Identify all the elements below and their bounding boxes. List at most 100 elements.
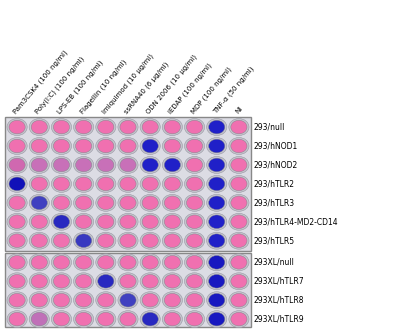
- Text: iEDAP (100 ng/ml): iEDAP (100 ng/ml): [167, 62, 214, 115]
- Circle shape: [74, 254, 94, 271]
- Circle shape: [29, 254, 49, 271]
- Text: Imiquimod (10 μg/ml): Imiquimod (10 μg/ml): [101, 52, 155, 115]
- Circle shape: [74, 157, 94, 173]
- Circle shape: [162, 157, 182, 173]
- Circle shape: [9, 256, 25, 269]
- Circle shape: [9, 215, 25, 228]
- Circle shape: [184, 119, 205, 135]
- Circle shape: [162, 119, 182, 135]
- Circle shape: [229, 254, 249, 271]
- Circle shape: [162, 311, 182, 328]
- Circle shape: [186, 234, 203, 248]
- Circle shape: [7, 119, 27, 135]
- Circle shape: [162, 273, 182, 290]
- Circle shape: [207, 157, 227, 173]
- Text: TNF-α (50 ng/ml): TNF-α (50 ng/ml): [212, 65, 255, 115]
- Text: MDP (100 ng/ml): MDP (100 ng/ml): [190, 66, 232, 115]
- Circle shape: [29, 232, 49, 249]
- Circle shape: [31, 256, 47, 269]
- Circle shape: [164, 293, 180, 307]
- Circle shape: [31, 275, 47, 288]
- Circle shape: [184, 175, 205, 193]
- Circle shape: [229, 175, 249, 193]
- Circle shape: [120, 275, 136, 288]
- Circle shape: [98, 120, 114, 134]
- Circle shape: [51, 137, 72, 155]
- Text: LPS-EB (100 ng/ml): LPS-EB (100 ng/ml): [56, 59, 105, 115]
- Circle shape: [118, 292, 138, 309]
- Circle shape: [231, 256, 247, 269]
- Circle shape: [29, 175, 49, 193]
- Circle shape: [74, 194, 94, 211]
- Circle shape: [118, 213, 138, 230]
- Text: 293/hTLR5: 293/hTLR5: [254, 236, 295, 245]
- Circle shape: [164, 120, 180, 134]
- Circle shape: [164, 275, 180, 288]
- Circle shape: [51, 157, 72, 173]
- Circle shape: [120, 177, 136, 191]
- Circle shape: [142, 215, 158, 228]
- Circle shape: [7, 137, 27, 155]
- Circle shape: [96, 273, 116, 290]
- Circle shape: [74, 175, 94, 193]
- Circle shape: [207, 311, 227, 328]
- Circle shape: [140, 292, 160, 309]
- Circle shape: [184, 194, 205, 211]
- Circle shape: [118, 175, 138, 193]
- Circle shape: [142, 139, 158, 153]
- Circle shape: [231, 177, 247, 191]
- Circle shape: [186, 177, 203, 191]
- Circle shape: [140, 175, 160, 193]
- Circle shape: [7, 254, 27, 271]
- Circle shape: [231, 293, 247, 307]
- Circle shape: [120, 120, 136, 134]
- Circle shape: [31, 120, 47, 134]
- Circle shape: [164, 139, 180, 153]
- Circle shape: [164, 196, 180, 210]
- Circle shape: [231, 215, 247, 228]
- Circle shape: [29, 157, 49, 173]
- Circle shape: [207, 232, 227, 249]
- Circle shape: [98, 256, 114, 269]
- Circle shape: [51, 232, 72, 249]
- Circle shape: [118, 137, 138, 155]
- Text: ssRNA40 (6 μg/ml): ssRNA40 (6 μg/ml): [123, 61, 170, 115]
- Circle shape: [76, 256, 92, 269]
- Circle shape: [207, 175, 227, 193]
- Circle shape: [231, 158, 247, 172]
- Text: Pam3CSK4 (100 ng/ml): Pam3CSK4 (100 ng/ml): [12, 49, 69, 115]
- Text: 293XL/hTLR7: 293XL/hTLR7: [254, 277, 305, 286]
- Circle shape: [53, 275, 70, 288]
- Circle shape: [31, 215, 47, 228]
- Circle shape: [207, 137, 227, 155]
- Text: 293/hNOD2: 293/hNOD2: [254, 161, 298, 169]
- Circle shape: [184, 232, 205, 249]
- Circle shape: [9, 158, 25, 172]
- Circle shape: [74, 119, 94, 135]
- Circle shape: [140, 273, 160, 290]
- Text: NI: NI: [234, 106, 244, 115]
- Circle shape: [118, 311, 138, 328]
- Circle shape: [229, 194, 249, 211]
- Circle shape: [9, 312, 25, 326]
- Circle shape: [229, 273, 249, 290]
- Text: 293XL/hTLR9: 293XL/hTLR9: [254, 314, 305, 324]
- Circle shape: [53, 120, 70, 134]
- Circle shape: [118, 273, 138, 290]
- Circle shape: [31, 234, 47, 248]
- Circle shape: [76, 275, 92, 288]
- Circle shape: [51, 213, 72, 230]
- Circle shape: [209, 215, 225, 228]
- Circle shape: [231, 312, 247, 326]
- Circle shape: [142, 120, 158, 134]
- Circle shape: [98, 139, 114, 153]
- Circle shape: [164, 256, 180, 269]
- Circle shape: [96, 194, 116, 211]
- Circle shape: [229, 232, 249, 249]
- Circle shape: [209, 234, 225, 248]
- Circle shape: [209, 177, 225, 191]
- Circle shape: [186, 256, 203, 269]
- Circle shape: [142, 275, 158, 288]
- Circle shape: [140, 157, 160, 173]
- Circle shape: [53, 139, 70, 153]
